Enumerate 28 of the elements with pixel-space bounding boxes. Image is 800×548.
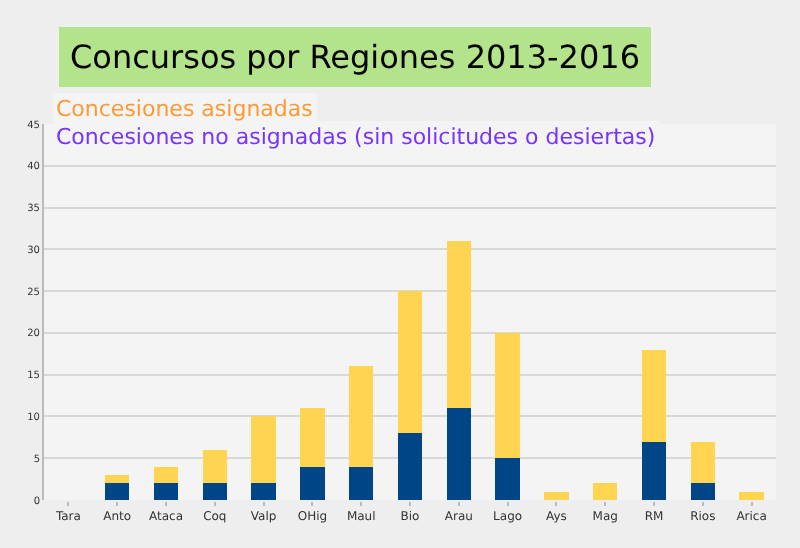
bar xyxy=(739,491,764,500)
bar xyxy=(300,466,325,500)
bar xyxy=(690,483,715,500)
bar xyxy=(202,449,227,484)
bar xyxy=(446,240,471,409)
bar xyxy=(397,433,423,500)
bar xyxy=(251,416,276,484)
bar xyxy=(495,458,520,500)
chart-title: Concursos por Regiones 2013-2016 xyxy=(70,38,641,76)
bar xyxy=(397,291,423,434)
bar xyxy=(153,483,179,500)
annotation: Concesiones no asignadas (sin solicitudes o desiertas) xyxy=(56,124,656,150)
bar xyxy=(349,366,374,467)
bar xyxy=(105,474,130,484)
text: Concesiones asignadas xyxy=(56,96,314,122)
bar xyxy=(544,491,569,500)
bar xyxy=(105,483,130,500)
bar xyxy=(251,483,276,500)
bar xyxy=(495,332,520,459)
bar xyxy=(690,441,715,484)
bar xyxy=(446,408,471,500)
bar xyxy=(349,466,374,500)
bar xyxy=(153,466,179,484)
bar xyxy=(641,441,667,500)
bar xyxy=(202,483,227,500)
bar xyxy=(300,408,325,467)
bar xyxy=(593,483,618,500)
bar xyxy=(641,349,667,442)
